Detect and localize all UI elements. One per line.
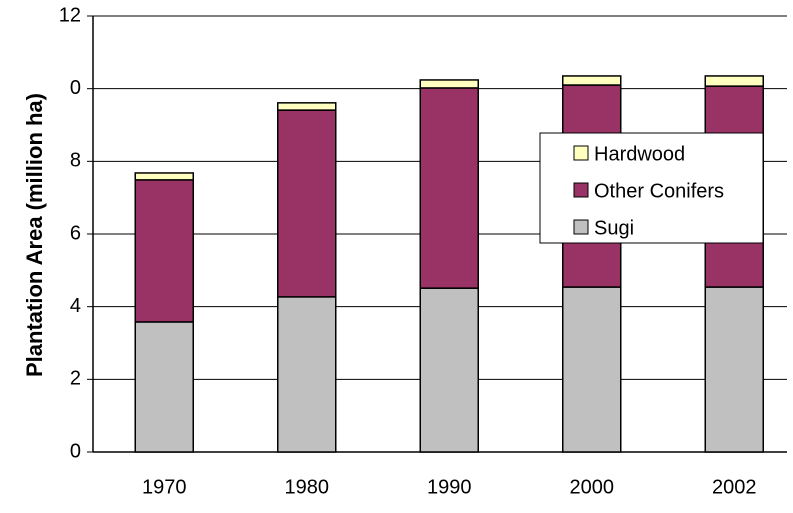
bar-segment <box>277 296 337 453</box>
legend-label: Other Conifers <box>594 180 724 202</box>
legend-label: Hardwood <box>594 143 685 165</box>
bar-segment <box>134 179 194 323</box>
legend-swatch <box>573 182 589 198</box>
bar-segment <box>134 172 194 181</box>
y-tick-label: 4 <box>70 295 81 317</box>
bar-segment <box>562 75 622 86</box>
x-tick-label: 2002 <box>712 476 757 498</box>
bar-segment <box>134 321 194 453</box>
bar-segment <box>419 287 479 453</box>
x-tick-label: 2000 <box>570 476 615 498</box>
legend-swatch <box>573 219 589 235</box>
y-tick-label: 0 <box>70 77 81 99</box>
bar-segment <box>704 286 764 453</box>
legend-swatch <box>573 145 589 161</box>
x-tick-label: 1970 <box>142 476 187 498</box>
y-tick-label: 8 <box>70 150 81 172</box>
bar-segment <box>277 102 337 111</box>
bar-segment <box>704 75 764 87</box>
bar-segment <box>277 109 337 298</box>
y-tick-label: 12 <box>59 4 81 26</box>
y-tick-label: 0 <box>70 440 81 462</box>
bar-segment <box>419 79 479 89</box>
y-axis-label: Plantation Area (million ha) <box>22 93 47 377</box>
y-tick-label: 6 <box>70 222 81 244</box>
x-tick-label: 1980 <box>285 476 330 498</box>
legend-label: Sugi <box>594 217 634 239</box>
bar-segment <box>419 87 479 289</box>
x-tick-label: 1990 <box>427 476 472 498</box>
y-tick-label: 2 <box>70 368 81 390</box>
bar-segment <box>562 286 622 453</box>
